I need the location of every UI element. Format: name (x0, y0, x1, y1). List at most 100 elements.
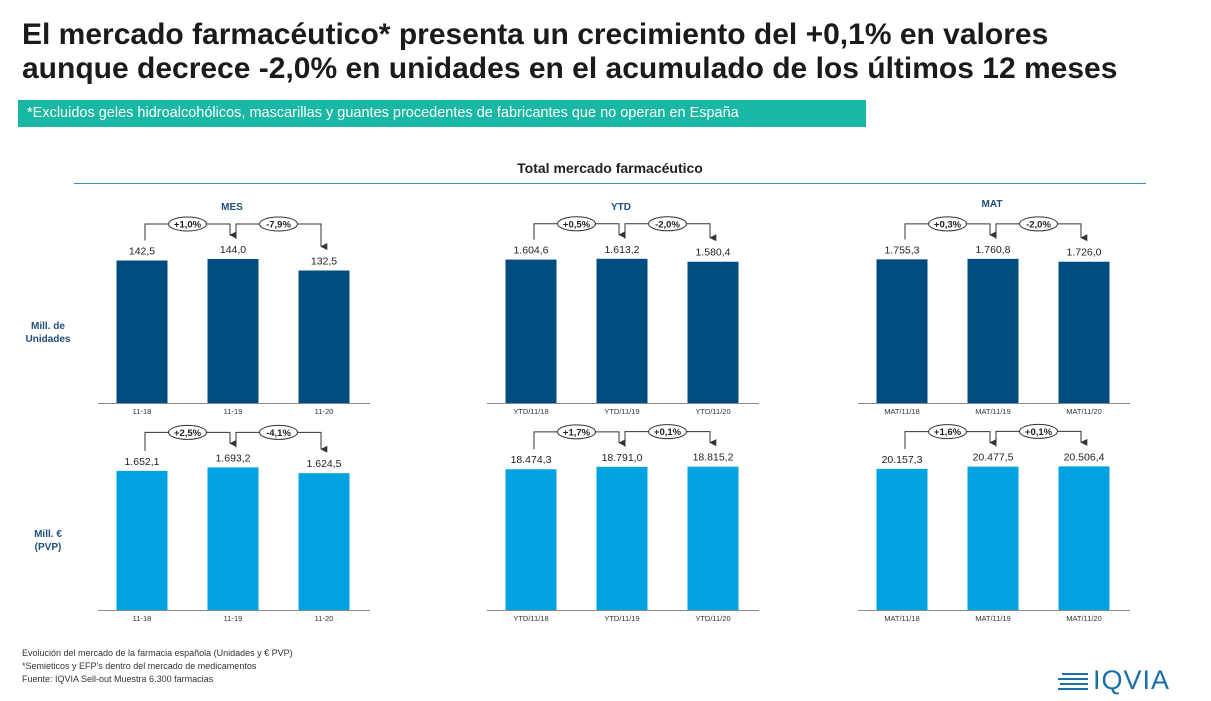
growth-label: +1,6% (934, 427, 962, 438)
growth-badge (648, 216, 687, 232)
row-label-units-line1: Mill. de (31, 321, 65, 332)
x-tick-label: MAT/11/18 (884, 407, 920, 416)
bar (298, 270, 350, 403)
growth-badge (1019, 423, 1058, 439)
bar-value-label: 132,5 (311, 256, 337, 268)
bar (1058, 261, 1110, 403)
x-tick-label: YTD/11/19 (604, 407, 639, 416)
bar (967, 466, 1019, 610)
bar-value-label: 20.477,5 (973, 452, 1014, 464)
bar-value-label: 1.613,2 (604, 244, 639, 256)
growth-label: +0,5% (563, 219, 591, 230)
growth-label: +2,5% (174, 428, 202, 439)
bar-value-label: 1.693,2 (215, 452, 250, 464)
growth-badge (648, 424, 687, 440)
bar-value-label: 1.652,1 (124, 456, 159, 468)
bar (596, 258, 648, 403)
bar-value-label: 20.506,4 (1064, 451, 1105, 463)
growth-label: +0,1% (1025, 427, 1053, 438)
bar (876, 259, 928, 403)
bar-value-label: 18.815,2 (693, 452, 734, 464)
bar (207, 259, 259, 403)
growth-label: -7,9% (266, 220, 291, 231)
growth-badge (259, 216, 298, 232)
bar (1058, 466, 1110, 610)
bar (596, 466, 648, 610)
section-title: Total mercado farmacéutico (517, 160, 703, 176)
growth-badge (259, 424, 298, 440)
bar-value-label: 142,5 (129, 246, 155, 258)
bar (967, 258, 1019, 403)
growth-label: -2,0% (655, 219, 680, 230)
bar-value-label: 18.791,0 (602, 452, 643, 464)
bar-value-label: 1.604,6 (513, 245, 548, 257)
footnote-1: Evolución del mercado de la farmacia esp… (22, 648, 293, 658)
growth-badge (168, 424, 207, 440)
x-tick-label: 11-19 (224, 407, 243, 416)
x-tick-label: MAT/11/19 (975, 614, 1011, 623)
growth-badge (928, 216, 967, 232)
row-label-units-line2: Unidades (25, 334, 71, 345)
x-tick-label: YTD/11/20 (695, 407, 730, 416)
iqvia-logo-stripes-icon (1058, 673, 1088, 690)
x-tick-label: YTD/11/20 (695, 614, 730, 623)
bar-value-label: 144,0 (220, 244, 246, 256)
bar (505, 469, 557, 610)
title-line-2: aunque decrece -2,0% en unidades en el a… (22, 52, 1118, 85)
growth-badge (557, 216, 596, 232)
bar-value-label: 18.474,3 (511, 454, 552, 466)
bar-value-label: 1.726,0 (1066, 247, 1101, 259)
growth-label: +1,0% (174, 220, 202, 231)
growth-label: +0,3% (934, 219, 962, 230)
growth-label: +1,7% (563, 427, 591, 438)
growth-badge (168, 216, 207, 232)
growth-badge (557, 424, 596, 440)
growth-badge (928, 424, 967, 440)
bar (687, 466, 739, 610)
x-tick-label: MAT/11/20 (1066, 614, 1102, 623)
row-label-units: Mill. de Unidades (8, 320, 88, 346)
bar (116, 260, 168, 403)
column-header-ytd: YTD (611, 202, 631, 213)
column-header-mes: MES (221, 202, 243, 213)
bar-value-label: 1.755,3 (884, 244, 919, 256)
x-tick-label: YTD/11/19 (604, 614, 639, 623)
section-divider (74, 183, 1146, 184)
x-tick-label: 11-19 (224, 614, 243, 623)
column-header-mat: MAT (981, 199, 1003, 210)
row-label-value-line1: Mill. € (34, 529, 62, 540)
bar (876, 468, 928, 610)
x-tick-label: MAT/11/18 (884, 614, 920, 623)
x-tick-label: MAT/11/19 (975, 407, 1011, 416)
row-label-value-line2: (PVP) (34, 542, 62, 553)
iqvia-logo: IQVIA (1058, 665, 1188, 696)
x-tick-label: 11-18 (133, 614, 152, 623)
x-tick-label: 11-18 (133, 407, 152, 416)
x-tick-label: MAT/11/20 (1066, 407, 1102, 416)
growth-label: -2,0% (1026, 219, 1051, 230)
bar (116, 470, 168, 610)
bar (687, 261, 739, 403)
bar-value-label: 1.580,4 (695, 247, 730, 259)
footnote-2: *Semieticos y EFP's dentro del mercado d… (22, 661, 257, 671)
page-title: El mercado farmacéutico* presenta un cre… (22, 18, 1202, 86)
growth-label: -4,1% (266, 428, 291, 439)
row-label-value: Mill. € (PVP) (8, 528, 88, 554)
bar (505, 259, 557, 403)
x-tick-label: 11-20 (315, 407, 334, 416)
x-tick-label: 11-20 (315, 614, 334, 623)
bar-value-label: 20.157,3 (882, 454, 923, 466)
footnotes: Evolución del mercado de la farmacia esp… (22, 647, 293, 686)
x-tick-label: YTD/11/18 (513, 614, 548, 623)
subtitle-banner: *Excluidos geles hidroalcohólicos, masca… (18, 100, 866, 127)
title-line-1: El mercado farmacéutico* presenta un cre… (22, 18, 1049, 51)
growth-badge (1019, 216, 1058, 232)
bar (207, 467, 259, 610)
x-tick-label: YTD/11/18 (513, 407, 548, 416)
bar-value-label: 1.624,5 (306, 458, 341, 470)
bar (298, 473, 350, 610)
bar-value-label: 1.760,8 (975, 244, 1010, 256)
footnote-3: Fuente: IQVIA Sell-out Muestra 6.300 far… (22, 674, 214, 684)
logo-text: IQVIA (1093, 665, 1171, 695)
